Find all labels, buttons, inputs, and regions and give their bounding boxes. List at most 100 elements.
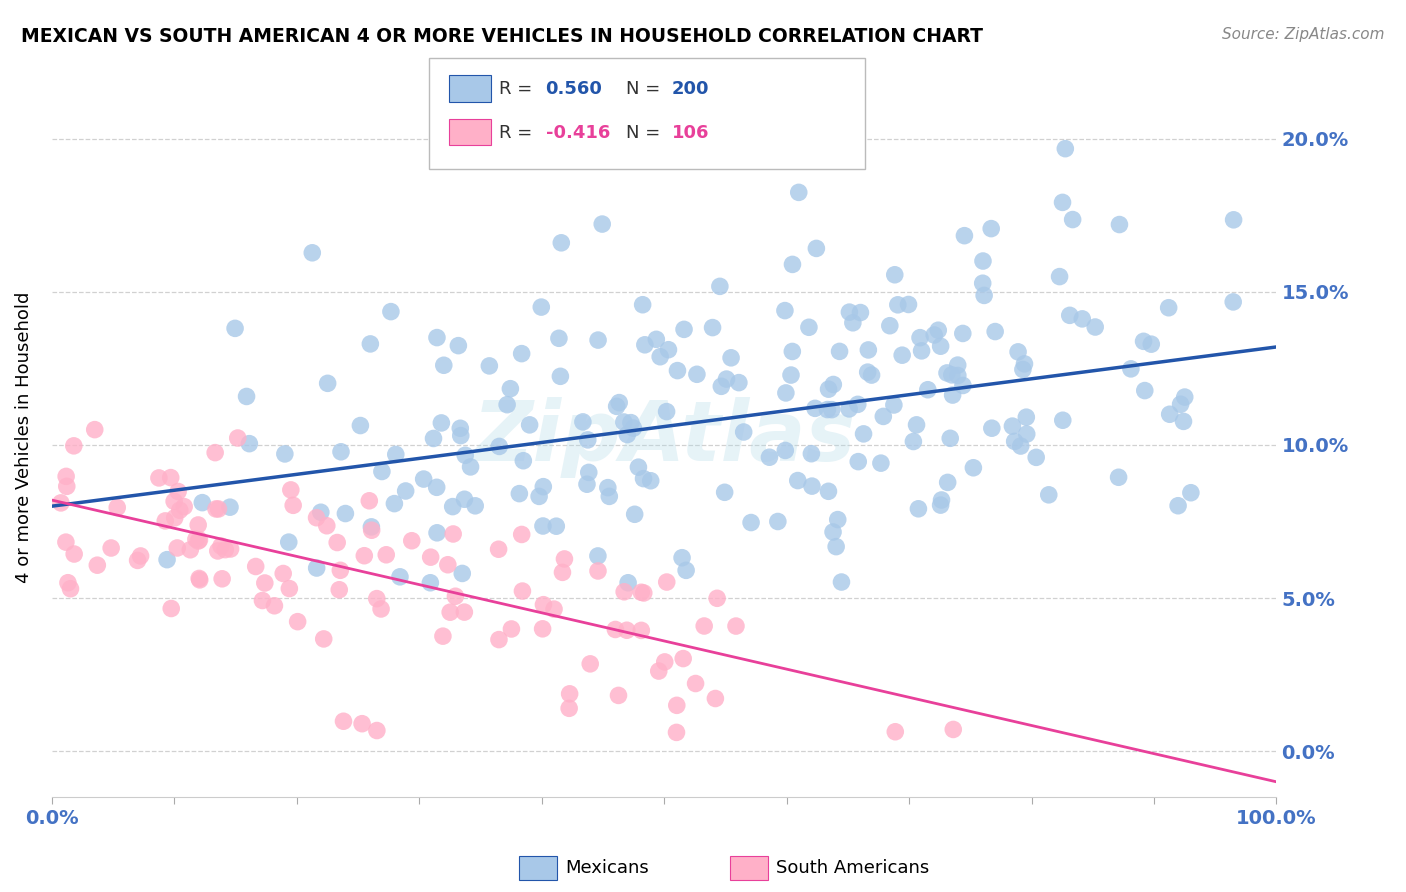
Point (1119, 362, 1142, 376)
Point (1222, 294, 1244, 309)
Point (1014, 357, 1036, 371)
Point (673, 322, 696, 336)
Point (326, 535, 349, 549)
Point (349, 418, 371, 433)
Point (613, 584, 636, 599)
Point (105, 500, 128, 515)
Point (927, 323, 949, 337)
Point (870, 456, 893, 470)
Point (733, 425, 755, 439)
Point (316, 376, 339, 391)
Point (775, 385, 797, 400)
Point (575, 477, 598, 491)
Point (578, 466, 600, 480)
Point (129, 549, 152, 563)
Point (952, 378, 974, 392)
Point (280, 483, 302, 497)
Point (375, 548, 398, 562)
Point (903, 434, 925, 449)
Point (821, 402, 844, 417)
Point (846, 455, 869, 469)
Point (579, 657, 602, 671)
Point (887, 298, 910, 312)
Point (973, 288, 995, 302)
Point (929, 498, 952, 512)
Point (184, 533, 207, 547)
Point (315, 518, 337, 533)
Point (946, 358, 969, 372)
Point (301, 245, 323, 260)
Point (586, 333, 609, 347)
Point (1025, 450, 1047, 465)
Point (666, 363, 689, 377)
Point (380, 304, 402, 318)
Point (543, 602, 565, 616)
Point (606, 400, 628, 414)
Point (169, 503, 191, 517)
Point (449, 421, 471, 435)
Point (287, 615, 309, 629)
Point (786, 474, 808, 488)
Text: -0.416: -0.416 (546, 124, 610, 142)
Point (1001, 419, 1024, 434)
Point (828, 344, 851, 359)
Point (849, 305, 872, 319)
Point (671, 550, 693, 565)
Point (838, 305, 860, 319)
Point (709, 279, 731, 293)
Point (773, 303, 796, 318)
Point (605, 623, 627, 637)
Point (187, 534, 209, 549)
Point (1004, 434, 1026, 449)
Point (936, 366, 959, 380)
Point (908, 331, 931, 345)
Point (939, 431, 962, 445)
Point (401, 533, 423, 548)
Point (558, 701, 581, 715)
Point (640, 474, 662, 488)
Point (1052, 413, 1074, 427)
Point (433, 358, 456, 372)
Point (488, 439, 510, 453)
Point (305, 561, 328, 575)
Point (710, 379, 733, 393)
Point (713, 485, 735, 500)
Point (655, 404, 678, 418)
Point (188, 571, 211, 585)
Text: Source: ZipAtlas.com: Source: ZipAtlas.com (1222, 27, 1385, 42)
Point (586, 564, 609, 578)
Point (631, 298, 654, 312)
Point (360, 520, 382, 534)
Point (1054, 142, 1077, 156)
Point (235, 389, 257, 403)
Point (645, 332, 668, 346)
Point (952, 326, 974, 341)
Point (596, 481, 619, 495)
Point (1012, 362, 1035, 376)
Point (335, 507, 357, 521)
Point (706, 591, 728, 606)
Point (827, 513, 849, 527)
Point (910, 343, 932, 358)
Point (1170, 397, 1192, 411)
Point (702, 320, 724, 334)
Point (388, 570, 411, 584)
Y-axis label: 4 or more Vehicles in Household: 4 or more Vehicles in Household (15, 292, 32, 583)
Text: ZipAtlas: ZipAtlas (472, 397, 856, 478)
Point (160, 601, 183, 615)
Point (782, 344, 804, 359)
Point (464, 499, 486, 513)
Point (238, 436, 260, 450)
Point (59, 582, 82, 596)
Point (328, 582, 350, 597)
Point (191, 495, 214, 509)
Point (858, 343, 880, 357)
Point (530, 300, 553, 314)
Point (226, 431, 249, 445)
Text: Mexicans: Mexicans (565, 859, 650, 877)
Point (665, 698, 688, 713)
Point (1049, 269, 1071, 284)
Point (598, 489, 620, 503)
Point (432, 629, 454, 643)
Point (648, 664, 671, 678)
